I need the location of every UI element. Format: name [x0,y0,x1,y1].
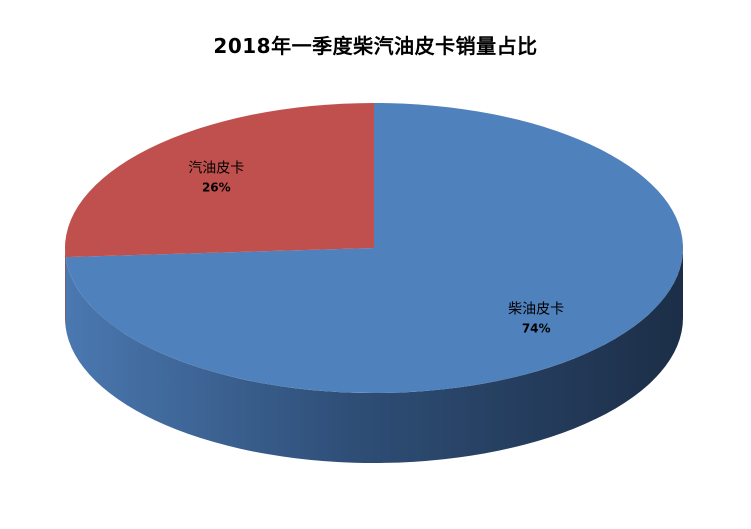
slice-percent-2: 26% [202,181,231,195]
pie-slice-1 [65,103,683,393]
chart-title: 2018年一季度柴汽油皮卡销量占比 [213,34,538,58]
slice-label-1: 柴油皮卡 [508,301,564,317]
slice-percent-1: 74% [522,321,551,335]
pie-side-1 [65,248,683,463]
pie-side-2 [65,248,66,328]
slice-label-2: 汽油皮卡 [188,161,244,177]
pie-slice-2 [65,103,374,258]
